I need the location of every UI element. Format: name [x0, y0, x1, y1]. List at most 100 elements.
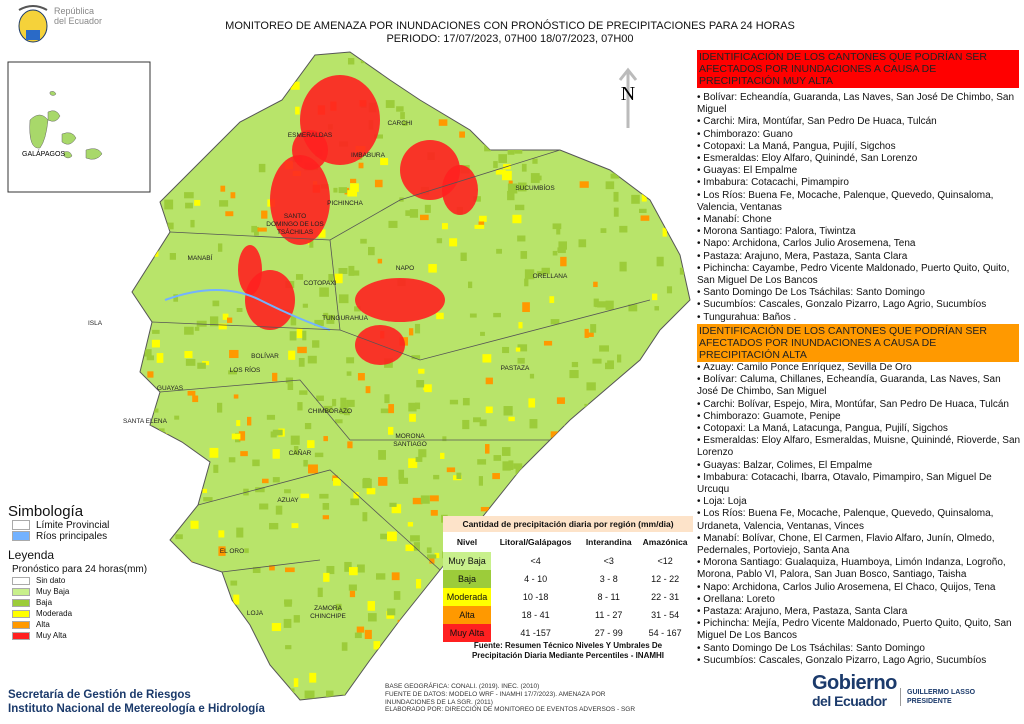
swatch — [12, 609, 30, 618]
table-cell: Alta — [443, 606, 491, 624]
canton-item: Esmeraldas: Eloy Alfaro, Quinindé, San L… — [697, 153, 1023, 165]
province-label: SANTIAGO — [393, 441, 427, 448]
cell — [496, 248, 502, 254]
cell — [191, 109, 197, 115]
canton-item: Esmeraldas: Eloy Alfaro, Esmeraldas, Mui… — [697, 435, 1023, 459]
cell — [146, 437, 152, 444]
cell — [233, 394, 239, 399]
cell — [380, 408, 389, 414]
cell — [156, 353, 164, 363]
cell — [473, 417, 482, 423]
cell — [515, 468, 524, 478]
province-label: COTOPAXI — [304, 280, 337, 287]
cell — [268, 522, 279, 530]
cell — [628, 304, 638, 312]
cell — [132, 450, 137, 460]
cell — [292, 696, 297, 700]
cell — [473, 196, 481, 202]
credit-line: INUNDACIONES DE LA SGR. (2011) — [385, 698, 493, 706]
cell — [377, 258, 383, 264]
cell — [231, 433, 241, 440]
cell — [410, 55, 420, 61]
cell — [360, 238, 367, 244]
cell — [251, 225, 258, 233]
cell — [185, 202, 193, 209]
cell — [550, 492, 560, 498]
cell — [227, 317, 233, 323]
header-cell: Amazónica — [642, 537, 688, 547]
cell — [508, 460, 514, 471]
cell — [517, 344, 528, 352]
cell — [638, 460, 648, 469]
cell — [159, 428, 165, 434]
province-label: DOMINGO DE LOS — [266, 221, 324, 228]
cell — [238, 431, 246, 441]
province-label: PICHINCHA — [327, 200, 363, 207]
table-cell: 18 - 41 — [521, 610, 550, 620]
province-label: CAÑAR — [289, 448, 312, 457]
cell — [221, 599, 230, 609]
canton-item: Orellana: Loreto — [697, 594, 1023, 606]
cell — [177, 79, 184, 85]
cell — [334, 419, 343, 424]
cell — [316, 395, 324, 401]
cell — [408, 402, 417, 412]
cell — [520, 251, 528, 259]
cell — [578, 239, 587, 248]
cell — [295, 106, 300, 115]
credit-line: FUENTE DE DATOS: MODELO WRF - INAMHI 17/… — [385, 690, 606, 698]
cell — [300, 493, 310, 499]
cell — [382, 665, 392, 670]
cell — [323, 405, 333, 413]
cell — [213, 464, 219, 473]
table-row: Muy Alta 41 -157 27 - 99 54 - 167 — [443, 624, 693, 642]
cell — [436, 312, 444, 320]
canton-item: Pastaza: Arajuno, Mera, Pastaza, Santa C… — [697, 606, 1023, 618]
cell — [656, 88, 663, 94]
cell — [616, 354, 622, 363]
legend-item: Alta — [12, 619, 147, 630]
cell — [641, 192, 647, 202]
cell — [160, 541, 169, 551]
province-label: MORONA — [395, 433, 425, 440]
cell — [219, 200, 229, 207]
canton-item: Imbabura: Cotacachi, Ibarra, Otavalo, Pi… — [697, 472, 1023, 496]
table-cell: <3 — [603, 556, 614, 566]
cell — [413, 542, 420, 551]
canton-item: Napo: Archidona, Carlos Julio Arosemena,… — [697, 582, 1023, 594]
cell — [590, 474, 597, 480]
canton-item: Manabí: Chone — [697, 214, 1023, 226]
legend-label: Alta — [36, 620, 50, 629]
cell — [671, 686, 677, 695]
legend-label: Sin dato — [36, 576, 66, 585]
cell — [405, 210, 414, 216]
cell — [389, 502, 397, 507]
cell — [297, 346, 307, 354]
cell — [519, 486, 525, 497]
canton-list: Azuay: Camilo Ponce Enríquez, Sevilla De… — [697, 362, 1023, 667]
cell — [209, 316, 219, 327]
cell — [346, 357, 355, 364]
inset-label: GALÁPAGOS — [22, 149, 65, 158]
cell — [418, 368, 425, 374]
table-cell: 54 - 167 — [648, 628, 682, 638]
cell — [560, 669, 565, 676]
cell — [426, 547, 432, 554]
cell — [158, 224, 166, 232]
cell — [228, 370, 238, 375]
table-cell: 31 - 54 — [651, 610, 680, 620]
canton-item: Azuay: Camilo Ponce Enríquez, Sevilla De… — [697, 362, 1023, 374]
cell — [338, 187, 347, 194]
cell — [144, 349, 152, 357]
legend-item: Moderada — [12, 608, 147, 619]
cell — [396, 106, 404, 112]
cell — [550, 431, 560, 438]
cell — [601, 481, 609, 488]
cell — [348, 567, 358, 576]
cell — [621, 141, 629, 151]
cell — [564, 112, 575, 121]
cell — [141, 196, 149, 207]
cell — [290, 81, 300, 90]
cell — [132, 404, 139, 410]
legend-item: Muy Baja — [12, 586, 147, 597]
